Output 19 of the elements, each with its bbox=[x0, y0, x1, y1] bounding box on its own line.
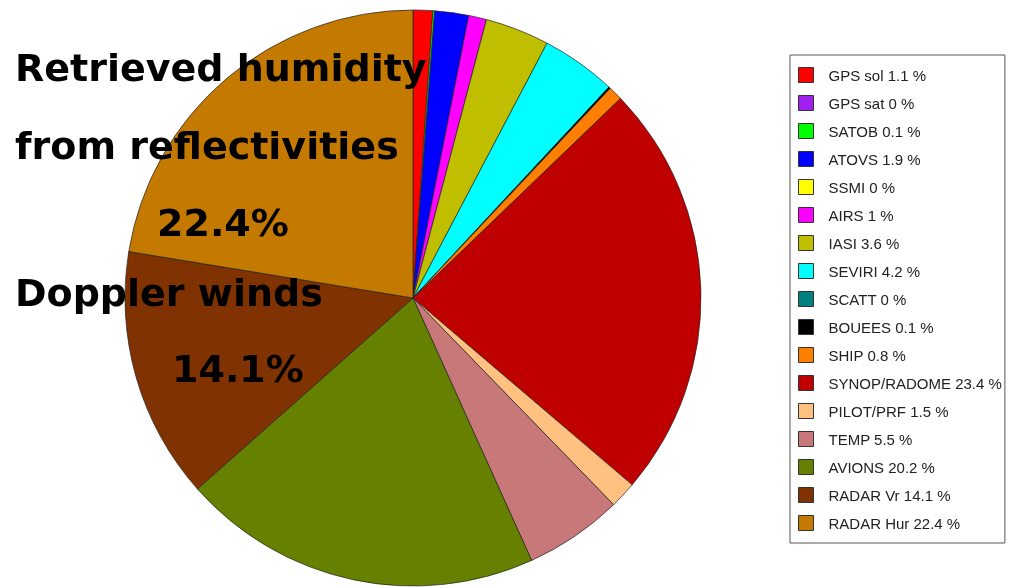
legend-label: SHIP 0.8 % bbox=[828, 346, 906, 364]
legend-label: GPS sat 0 % bbox=[828, 94, 915, 112]
legend-label: RADAR Hur 22.4 % bbox=[828, 514, 961, 532]
legend-label: ATOVS 1.9 % bbox=[828, 150, 921, 168]
legend-label: PILOT/PRF 1.5 % bbox=[828, 402, 949, 420]
legend-label: SATOB 0.1 % bbox=[828, 122, 921, 140]
legend-label: AVIONS 20.2 % bbox=[828, 458, 935, 476]
data-label: 14.1% bbox=[172, 347, 304, 391]
legend-label: AIRS 1 % bbox=[828, 206, 894, 224]
legend-label: SSMI 0 % bbox=[828, 178, 896, 196]
legend-label: SEVIRI 4.2 % bbox=[828, 262, 921, 280]
data-label: 22.4% bbox=[157, 201, 289, 245]
legend-label: TEMP 5.5 % bbox=[828, 430, 913, 448]
legend-label: RADAR Vr 14.1 % bbox=[828, 486, 951, 504]
legend-label: SYNOP/RADOME 23.4 % bbox=[828, 374, 1002, 392]
legend-label: BOUEES 0.1 % bbox=[828, 318, 934, 336]
legend-label: GPS sol 1.1 % bbox=[828, 66, 927, 84]
legend-label: SCATT 0 % bbox=[828, 290, 907, 308]
legend-label: IASI 3.6 % bbox=[828, 234, 900, 252]
